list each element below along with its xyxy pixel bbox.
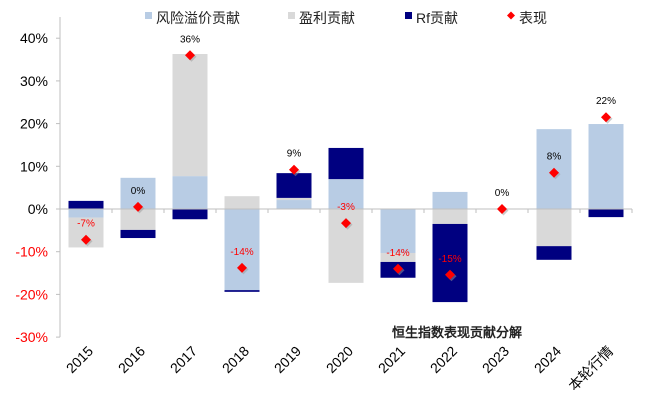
performance-marker-2021 xyxy=(393,263,403,274)
performance-label: 36% xyxy=(180,34,200,45)
y-tick-label: 40% xyxy=(20,30,48,46)
performance-label: 9% xyxy=(287,149,302,160)
y-tick-label: -10% xyxy=(15,244,48,260)
legend: 风险溢价贡献 盈利贡献 Rf贡献 表现 xyxy=(145,10,547,26)
bar-2018-Rf贡献 xyxy=(224,290,260,292)
bar-2024-Rf贡献 xyxy=(536,246,572,260)
performance-markers: -7% 0% 36% -14% 9% -3% -14% -15% 0% 8% 22% xyxy=(77,34,616,282)
legend-swatch xyxy=(145,12,152,19)
performance-marker-本轮行情 xyxy=(601,112,611,123)
x-tick-label: 2024 xyxy=(531,343,564,376)
x-tick-label: 2018 xyxy=(219,343,252,376)
performance-label: 22% xyxy=(596,96,616,107)
bar-2019-Rf贡献 xyxy=(276,173,312,198)
bar-2021-盈利贡献 xyxy=(380,252,416,262)
bar-2016-Rf贡献 xyxy=(120,229,156,239)
performance-marker-2015 xyxy=(81,234,91,245)
bar-2015-Rf贡献 xyxy=(68,200,104,209)
y-tick-label: 20% xyxy=(20,116,48,132)
legend-label: 盈利贡献 xyxy=(299,10,355,26)
performance-label: 0% xyxy=(131,186,146,197)
legend-label: 表现 xyxy=(519,10,547,26)
bar-2020-风险溢价贡献 xyxy=(328,179,364,209)
legend-swatch xyxy=(405,12,412,19)
bar-2020-Rf贡献 xyxy=(328,147,364,180)
bar-2015-风险溢价贡献 xyxy=(68,209,104,218)
x-tick-label: 2020 xyxy=(323,343,356,376)
performance-label: -15% xyxy=(438,254,461,265)
legend-swatch xyxy=(288,12,295,19)
performance-label: 8% xyxy=(547,152,562,163)
performance-marker-2024 xyxy=(549,167,559,178)
y-tick-label: 10% xyxy=(20,158,48,174)
bar-本轮行情-风险溢价贡献 xyxy=(588,124,624,209)
y-tick-label: 30% xyxy=(20,73,48,89)
bar-2022-风险溢价贡献 xyxy=(432,191,468,209)
chart-title: 恒生指数表现贡献分解 xyxy=(392,325,522,340)
x-tick-label: 2022 xyxy=(427,343,460,376)
legend-label: Rf贡献 xyxy=(416,10,458,26)
y-tick-label: -30% xyxy=(15,329,48,345)
performance-label: -7% xyxy=(77,219,95,230)
bar-2017-盈利贡献 xyxy=(172,53,208,177)
performance-marker-2020 xyxy=(341,218,351,229)
performance-marker-2016 xyxy=(133,201,143,212)
bar-2019-盈利贡献 xyxy=(276,197,312,201)
bar-2018-盈利贡献 xyxy=(224,196,260,209)
x-tick-label: 2023 xyxy=(479,343,512,376)
legend-label: 风险溢价贡献 xyxy=(156,10,240,26)
performance-marker-2023 xyxy=(497,204,507,214)
bar-2017-风险溢价贡献 xyxy=(172,176,208,209)
y-tick-label: -20% xyxy=(15,286,48,302)
performance-label: -14% xyxy=(230,247,253,258)
bar-2018-风险溢价贡献 xyxy=(224,209,260,291)
bar-2016-盈利贡献 xyxy=(120,209,156,230)
x-tick-label: 2017 xyxy=(167,343,200,376)
x-tick-label: 2015 xyxy=(63,343,96,376)
bar-2022-盈利贡献 xyxy=(432,209,468,224)
performance-label: -14% xyxy=(386,248,409,259)
x-tick-label: 本轮行情 xyxy=(565,343,616,394)
bar-2022-Rf贡献 xyxy=(432,223,468,303)
y-axis: -30% -20% -10% 0% 10% 20% 30% 40% xyxy=(15,17,61,345)
x-tick-label: 2021 xyxy=(375,343,408,376)
performance-marker-2019 xyxy=(289,164,299,175)
y-tick-label: 0% xyxy=(28,201,48,217)
performance-marker-2017 xyxy=(185,50,195,61)
legend-diamond-icon xyxy=(507,11,515,20)
x-tick-label: 2016 xyxy=(115,343,148,376)
performance-label: 0% xyxy=(495,188,510,199)
performance-marker-2018 xyxy=(237,262,247,273)
x-tick-label: 2019 xyxy=(271,343,304,376)
bar-2017-Rf贡献 xyxy=(172,209,208,220)
bars xyxy=(68,53,624,303)
bar-本轮行情-Rf贡献 xyxy=(588,209,624,218)
bar-2024-盈利贡献 xyxy=(536,209,572,247)
bar-2019-风险溢价贡献 xyxy=(276,200,312,209)
performance-label: -3% xyxy=(337,202,355,213)
bar-2021-风险溢价贡献 xyxy=(380,209,416,253)
performance-marker-2022 xyxy=(445,269,455,280)
